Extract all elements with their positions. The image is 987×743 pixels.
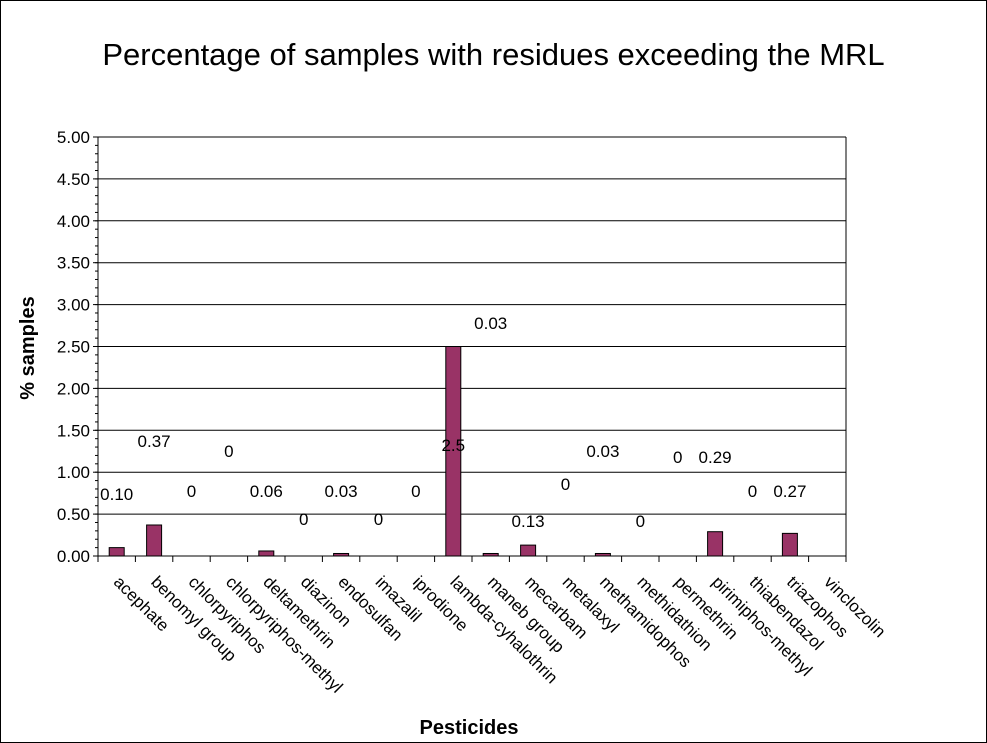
bar	[333, 552, 350, 557]
data-label: 0.03	[586, 442, 619, 461]
bar	[445, 346, 462, 557]
chart-title: Percentage of samples with residues exce…	[102, 37, 885, 72]
bar	[781, 532, 798, 557]
y-tick-label: 0.00	[57, 547, 90, 566]
data-label: 0	[561, 475, 570, 494]
y-tick-label: 2.00	[57, 379, 90, 398]
data-label: 0.03	[474, 314, 507, 333]
data-label: 0.03	[325, 482, 358, 501]
data-label: 0	[636, 512, 645, 531]
data-label: 0	[224, 442, 233, 461]
bar	[258, 550, 275, 557]
y-tick-labels: 0.00 0.50 1.00 1.50 2.00 2.50 3.00 3.50 4.00 4.50…	[57, 128, 90, 566]
y-tick-label: 5.00	[57, 128, 90, 147]
y-tick-label: 1.00	[57, 463, 90, 482]
y-tick-label: 2.50	[57, 338, 90, 357]
bar	[520, 544, 537, 557]
data-label: 0	[411, 482, 420, 501]
bar	[482, 552, 499, 557]
y-tick-label: 0.50	[57, 505, 90, 524]
data-label: 0	[748, 482, 757, 501]
axes	[93, 136, 847, 562]
data-label: 0.06	[250, 482, 283, 501]
data-label: 0.29	[699, 448, 732, 467]
y-tick-label: 3.00	[57, 296, 90, 315]
data-label: 0.37	[138, 432, 171, 451]
y-axis-title: % samples	[17, 296, 39, 399]
data-label: 0	[673, 448, 682, 467]
bar	[146, 524, 163, 557]
y-tick-label: 3.50	[57, 254, 90, 273]
y-tick-label: 4.00	[57, 212, 90, 231]
data-label: 0	[374, 510, 383, 529]
data-label: 0	[187, 482, 196, 501]
y-tick-label: 4.50	[57, 170, 90, 189]
data-label: 0.10	[100, 485, 133, 504]
gridlines	[98, 136, 846, 515]
data-label: 2.5	[441, 436, 465, 455]
bar	[707, 531, 724, 557]
data-label: 0	[299, 510, 308, 529]
data-label: 0.13	[512, 512, 545, 531]
y-tick-label: 1.50	[57, 421, 90, 440]
bar	[594, 552, 611, 557]
data-label: 0.27	[773, 482, 806, 501]
x-axis-title: Pesticides	[420, 717, 519, 739]
bar	[108, 547, 125, 557]
bars	[108, 346, 798, 557]
